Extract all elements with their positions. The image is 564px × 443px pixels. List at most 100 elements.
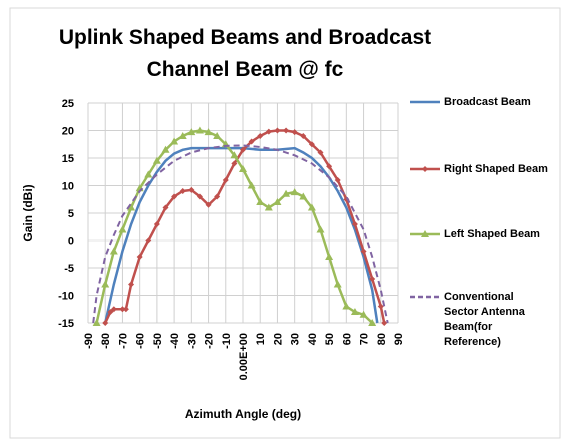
- marker: [333, 280, 342, 288]
- y-tick-label: 20: [62, 126, 74, 138]
- x-tick-label: -40: [169, 333, 181, 349]
- marker: [195, 126, 204, 134]
- x-tick-label: -80: [100, 333, 112, 349]
- marker: [102, 320, 109, 326]
- marker: [136, 254, 143, 260]
- marker: [188, 186, 195, 193]
- legend-swatch: [410, 295, 440, 299]
- legend-swatch: [410, 166, 440, 172]
- series-line: [103, 146, 379, 324]
- series-line: [104, 129, 386, 324]
- marker: [257, 133, 264, 139]
- marker: [222, 177, 229, 183]
- marker: [92, 319, 101, 326]
- x-tick-label: 60: [341, 333, 353, 345]
- marker: [325, 253, 334, 260]
- legend-label: Right Shaped Beam: [444, 163, 548, 175]
- x-axis-label: Azimuth Angle (deg): [185, 407, 301, 421]
- marker: [256, 198, 265, 205]
- x-tick-label: 40: [307, 333, 319, 345]
- x-tick-label: 70: [359, 333, 371, 345]
- marker: [239, 165, 247, 172]
- x-tick-label: 0.00E+00: [238, 333, 250, 380]
- marker: [128, 281, 135, 288]
- marker: [171, 193, 178, 200]
- series: [103, 146, 379, 324]
- legend-item: Right Shaped Beam: [408, 162, 548, 177]
- marker: [360, 248, 367, 255]
- legend-label: Broadcast Beam: [444, 96, 531, 108]
- marker: [248, 138, 255, 145]
- marker: [144, 170, 153, 178]
- marker: [369, 276, 376, 282]
- marker: [118, 225, 127, 233]
- marker: [214, 193, 221, 200]
- series: [92, 144, 389, 324]
- series-line: [95, 129, 374, 324]
- marker: [264, 203, 273, 211]
- marker: [290, 188, 299, 196]
- marker: [368, 319, 377, 326]
- x-tick-label: 10: [255, 333, 267, 345]
- x-tick-label: 90: [393, 333, 405, 345]
- legend-marker: [421, 230, 429, 237]
- x-tick-label: 20: [272, 333, 284, 345]
- legend-label: Left Shaped Beam: [444, 228, 540, 240]
- chart-title: Uplink Shaped Beams and Broadcast Channe…: [58, 26, 432, 81]
- marker: [127, 203, 136, 211]
- marker: [334, 177, 341, 183]
- legend-swatch: [410, 230, 440, 237]
- marker: [145, 237, 152, 244]
- marker: [196, 193, 203, 200]
- x-tick-label: 80: [376, 333, 388, 345]
- legend-marker: [422, 166, 428, 172]
- y-axis-label: Gain (dBi): [21, 184, 35, 241]
- legend-label: Conventional Sector Antenna Beam(for Ref…: [444, 291, 525, 348]
- marker: [122, 306, 129, 313]
- marker: [265, 128, 272, 135]
- marker: [291, 129, 298, 136]
- x-tick-label: -10: [221, 333, 233, 349]
- legend-swatch: [410, 100, 440, 104]
- marker: [381, 320, 388, 326]
- marker: [205, 201, 212, 208]
- marker: [274, 127, 281, 134]
- marker: [273, 198, 282, 205]
- x-tick-label: 30: [290, 333, 302, 345]
- y-tick-label: 25: [62, 98, 74, 110]
- marker: [247, 181, 256, 189]
- y-tick-label: 0: [68, 236, 74, 248]
- y-tick-label: 5: [68, 208, 74, 220]
- legend-item: Conventional Sector Antenna Beam(for Ref…: [408, 290, 548, 350]
- y-tick-label: -5: [64, 263, 74, 275]
- marker: [307, 203, 316, 211]
- marker: [152, 156, 161, 164]
- x-tick-label: 50: [324, 333, 336, 345]
- x-tick-label: -60: [135, 333, 147, 349]
- series: [102, 127, 388, 326]
- marker: [240, 146, 246, 153]
- chart-frame: [9, 7, 561, 439]
- legend-item: Left Shaped Beam: [408, 227, 548, 242]
- y-tick-label: 10: [62, 181, 74, 193]
- marker: [282, 189, 291, 197]
- marker: [231, 160, 238, 167]
- marker: [316, 225, 325, 233]
- marker: [109, 247, 118, 255]
- marker: [342, 302, 351, 310]
- marker: [326, 163, 333, 170]
- marker: [351, 221, 358, 227]
- y-tick-label: 15: [62, 153, 74, 165]
- marker: [230, 151, 239, 159]
- x-tick-label: -70: [117, 333, 129, 349]
- marker: [179, 188, 186, 194]
- x-tick-label: -90: [83, 333, 95, 349]
- marker: [170, 137, 179, 145]
- series-line: [92, 144, 389, 324]
- x-tick-label: -30: [186, 333, 198, 349]
- y-tick-label: -15: [58, 318, 74, 330]
- marker: [110, 306, 117, 313]
- marker: [299, 192, 308, 200]
